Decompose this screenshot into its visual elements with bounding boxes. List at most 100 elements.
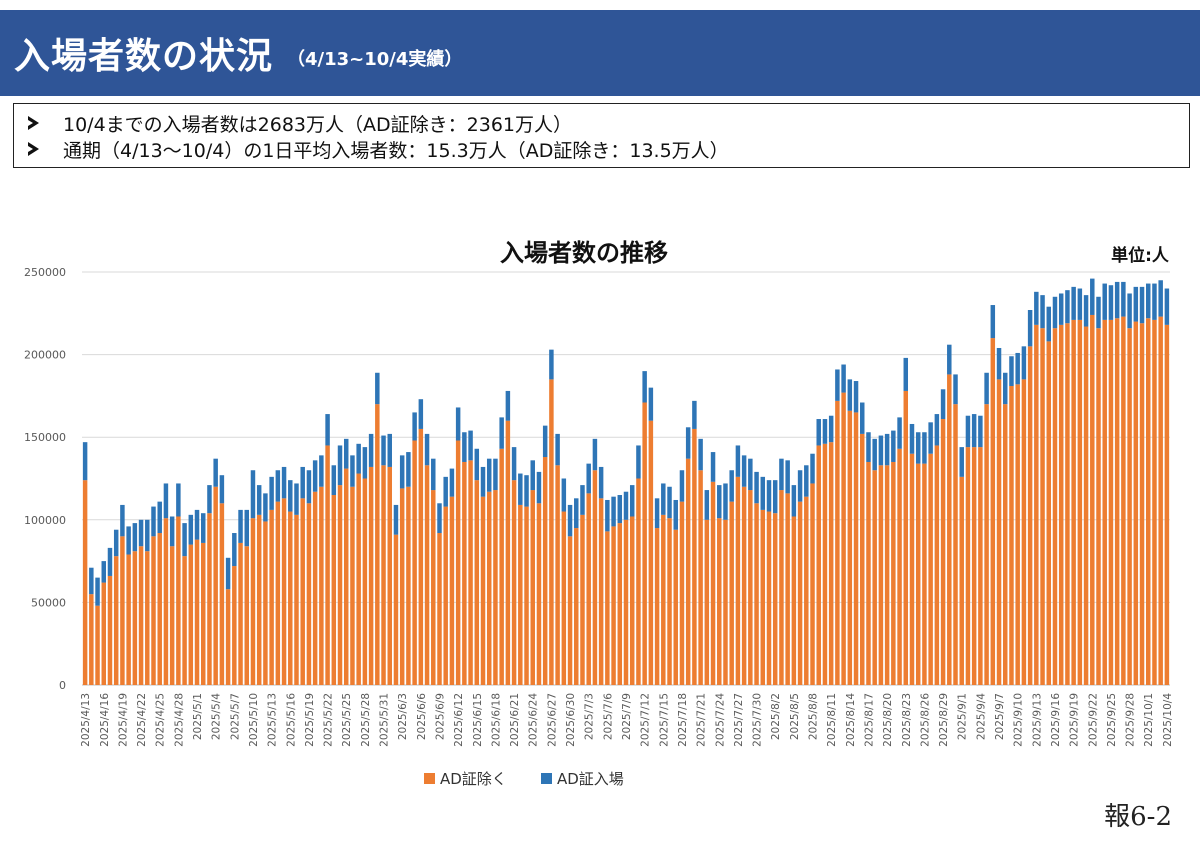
- bar-ad-entry: [1152, 283, 1157, 320]
- bar-ad-entry: [791, 485, 797, 517]
- y-tick-label: 200000: [24, 349, 66, 362]
- bar-ad-entry: [486, 458, 492, 492]
- bar-ad-excluded: [965, 447, 971, 685]
- bar-ad-excluded: [860, 433, 865, 685]
- bar-ad-entry: [1003, 372, 1008, 405]
- bar-ad-excluded: [306, 503, 312, 685]
- bar-ad-entry: [493, 458, 498, 491]
- bar-ad-entry: [605, 499, 610, 532]
- x-tick-label: 2025/9/16: [1050, 693, 1062, 747]
- x-tick-label: 2025/5/7: [229, 693, 241, 740]
- bar-ad-excluded: [741, 486, 747, 685]
- bar-ad-excluded: [1127, 328, 1132, 685]
- bar-ad-entry: [1114, 281, 1120, 319]
- x-tick-label: 2025/5/4: [211, 693, 223, 740]
- x-tick-label: 2025/5/19: [304, 693, 316, 747]
- bar-ad-excluded: [530, 490, 535, 685]
- bar-ad-excluded: [244, 546, 249, 685]
- bar-ad-excluded: [238, 542, 243, 685]
- bar-ad-entry: [113, 529, 119, 557]
- bar-ad-excluded: [225, 589, 231, 685]
- summary-text: 通期（4/13～10/4）の1日平均入場者数：15.3万人（AD証除き：13.5…: [63, 139, 729, 162]
- bar-ad-entry: [723, 483, 728, 520]
- bar-ad-entry: [853, 381, 859, 413]
- bar-ad-excluded: [350, 486, 355, 685]
- bar-ad-excluded: [1027, 346, 1033, 685]
- bar-ad-entry: [524, 475, 529, 507]
- bar-ad-excluded: [393, 534, 399, 685]
- bar-ad-entry: [480, 466, 486, 497]
- bar-ad-excluded: [1083, 326, 1089, 685]
- bar-ad-excluded: [729, 501, 734, 685]
- bar-ad-entry: [598, 466, 604, 499]
- bar-ad-entry: [424, 433, 430, 466]
- bar-ad-excluded: [1121, 316, 1126, 685]
- bar-ad-entry: [779, 458, 784, 491]
- legend: AD証除く AD証入場: [424, 770, 624, 788]
- bar-ad-excluded: [580, 514, 585, 685]
- bar-ad-entry: [225, 557, 231, 590]
- bar-ad-excluded: [1146, 318, 1151, 685]
- page-number: 報6-2: [1104, 802, 1172, 832]
- bar-ad-excluded: [804, 496, 809, 685]
- bar-ad-entry: [860, 402, 865, 434]
- bar-ad-entry: [157, 501, 162, 534]
- x-tick-label: 2025/7/9: [621, 693, 633, 740]
- bar-ad-excluded: [505, 420, 511, 685]
- bar-ad-excluded: [810, 483, 815, 685]
- bar-ad-excluded: [586, 493, 591, 685]
- bar-ad-entry: [816, 419, 821, 446]
- bar-ad-entry: [623, 491, 629, 520]
- bar-ad-excluded: [455, 440, 461, 685]
- bar-ad-excluded: [1046, 341, 1052, 685]
- bar-ad-excluded: [1133, 321, 1139, 685]
- bar-ad-entry: [89, 567, 94, 595]
- bar-ad-entry: [288, 480, 293, 512]
- x-tick-label: 2025/9/25: [1106, 693, 1118, 747]
- bar-ad-excluded: [723, 519, 728, 685]
- bar-ad-excluded: [1065, 323, 1070, 685]
- bar-ad-entry: [1027, 310, 1033, 347]
- bar-ad-excluded: [561, 511, 567, 685]
- bar-ad-excluded: [679, 501, 685, 685]
- bar-ad-entry: [717, 485, 722, 519]
- bar-ad-excluded: [331, 495, 337, 685]
- bar-ad-entry: [1146, 283, 1151, 319]
- bar-ad-excluded: [1158, 316, 1163, 685]
- bar-ad-excluded: [343, 468, 349, 685]
- visitor-chart: 入場者数の推移 単位:人 0 50000 100000 150000 200000 250…: [24, 239, 1174, 788]
- x-tick-label: 2025/9/4: [975, 693, 987, 740]
- bar-ad-excluded: [1052, 328, 1058, 685]
- bar-ad-entry: [1139, 286, 1145, 324]
- bar-ad-excluded: [990, 338, 996, 685]
- bar-ad-entry: [897, 417, 902, 449]
- bar-ad-entry: [107, 547, 113, 576]
- bar-ad-entry: [468, 430, 473, 461]
- bar-ad-entry: [984, 372, 989, 405]
- bar-ad-entry: [499, 417, 504, 449]
- bar-ad-excluded: [375, 404, 380, 685]
- bar-ad-excluded: [648, 420, 654, 685]
- bar-ad-excluded: [219, 503, 225, 685]
- bar-ad-excluded: [617, 523, 623, 685]
- bar-ad-entry: [530, 460, 535, 491]
- bar-ad-excluded: [120, 536, 125, 685]
- bar-ad-excluded: [785, 493, 790, 685]
- bar-ad-entry: [176, 483, 181, 517]
- bar-ad-entry: [971, 414, 977, 448]
- bar-ad-entry: [350, 455, 355, 487]
- bar-ad-excluded: [95, 605, 100, 685]
- bar-ad-excluded: [493, 490, 498, 685]
- x-tick-label: 2025/9/13: [1031, 693, 1043, 747]
- bar-ad-excluded: [611, 526, 616, 685]
- top-band: [0, 0, 1200, 10]
- bar-ad-excluded: [822, 443, 828, 685]
- bar-ad-excluded: [934, 445, 940, 685]
- bar-ad-entry: [928, 422, 933, 454]
- bar-ad-entry: [263, 493, 268, 522]
- bar-ad-entry: [866, 432, 871, 462]
- bar-ad-excluded: [368, 466, 374, 685]
- bar-ad-entry: [207, 485, 212, 514]
- bar-ad-entry: [449, 468, 455, 497]
- bar-ad-entry: [891, 430, 896, 462]
